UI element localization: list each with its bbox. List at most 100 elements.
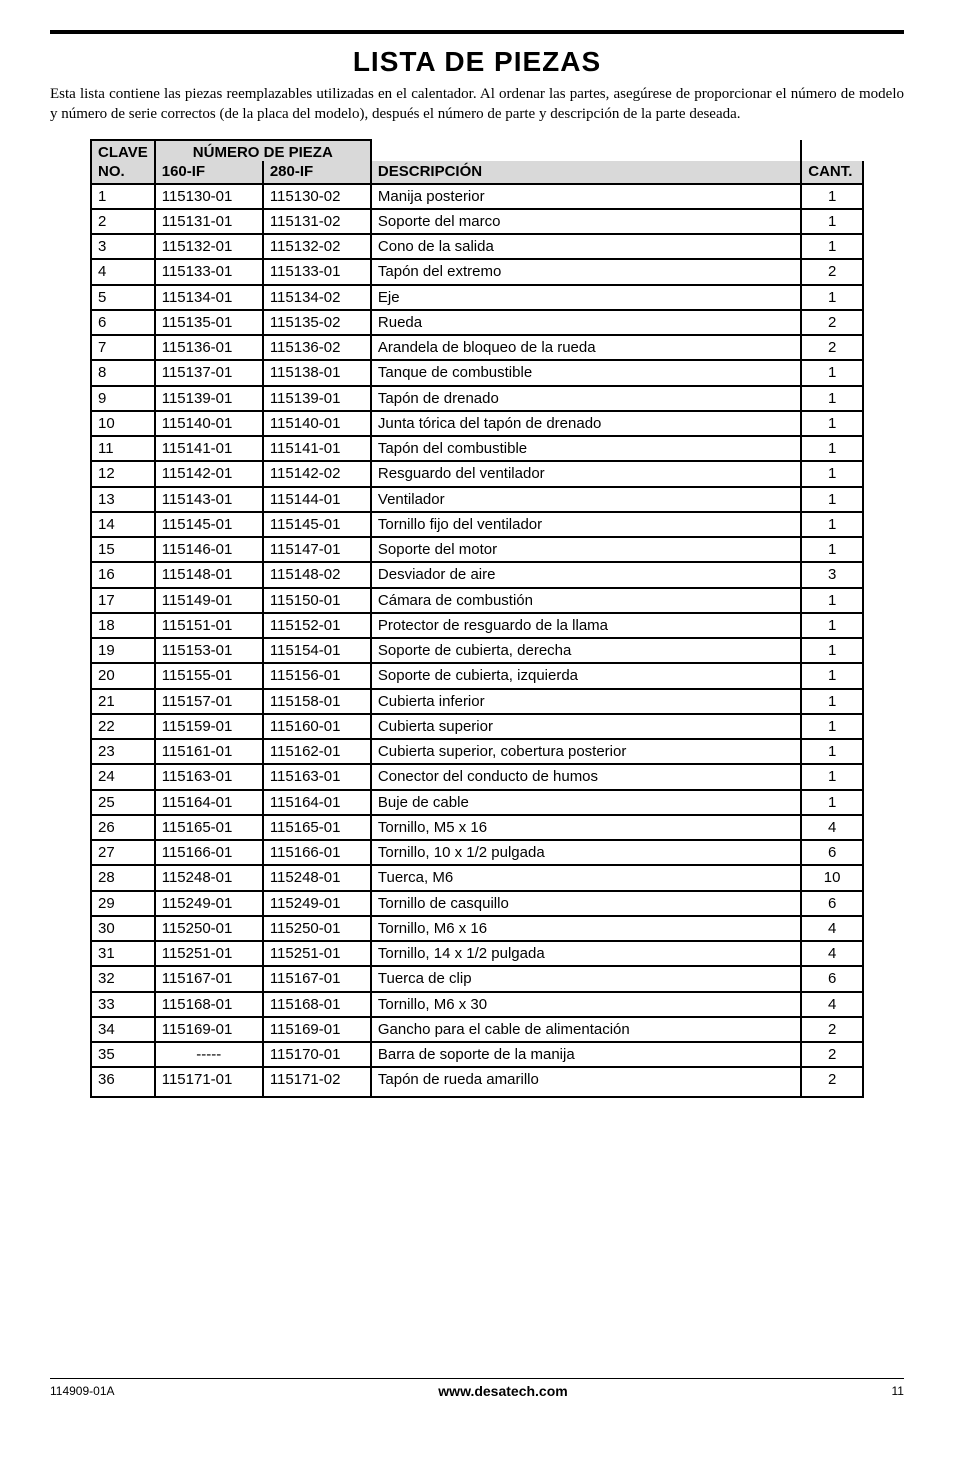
cell-p160: 115139-01 [155,386,263,411]
cell-desc: Eje [371,285,801,310]
cell-p160: 115140-01 [155,411,263,436]
cell-qty: 2 [801,310,863,335]
table-row: 36115171-01115171-02Tapón de rueda amari… [91,1067,863,1096]
table-row: 15115146-01115147-01Soporte del motor1 [91,537,863,562]
cell-p160: 115145-01 [155,512,263,537]
cell-desc: Soporte del motor [371,537,801,562]
cell-desc: Tornillo, 14 x 1/2 pulgada [371,941,801,966]
cell-no: 11 [91,436,155,461]
cell-no: 21 [91,689,155,714]
cell-qty: 1 [801,638,863,663]
cell-qty: 1 [801,537,863,562]
cell-no: 20 [91,663,155,688]
table-row: 12115142-01115142-02Resguardo del ventil… [91,461,863,486]
cell-no: 7 [91,335,155,360]
cell-p280: 115136-02 [263,335,371,360]
cell-desc: Tornillo fijo del ventilador [371,512,801,537]
cell-p280: 115147-01 [263,537,371,562]
cell-no: 1 [91,184,155,209]
cell-qty: 1 [801,663,863,688]
cell-qty: 1 [801,588,863,613]
cell-qty: 1 [801,285,863,310]
cell-desc: Tornillo, M6 x 16 [371,916,801,941]
cell-no: 13 [91,487,155,512]
cell-no: 5 [91,285,155,310]
cell-no: 34 [91,1017,155,1042]
cell-desc: Gancho para el cable de alimentación [371,1017,801,1042]
cell-p160: 115250-01 [155,916,263,941]
cell-p280: 115158-01 [263,689,371,714]
footer-center: www.desatech.com [438,1383,567,1399]
header-descripcion: DESCRIPCIÓN [371,161,801,184]
cell-qty: 6 [801,891,863,916]
cell-p280: 115130-02 [263,184,371,209]
cell-p160: 115153-01 [155,638,263,663]
cell-desc: Tuerca, M6 [371,865,801,890]
header-280if: 280-IF [263,161,371,184]
cell-qty: 2 [801,259,863,284]
cell-qty: 1 [801,436,863,461]
cell-p280: 115250-01 [263,916,371,941]
table-row: 10115140-01115140-01Junta tórica del tap… [91,411,863,436]
cell-desc: Cubierta superior [371,714,801,739]
table-row: 5115134-01115134-02Eje1 [91,285,863,310]
cell-qty: 1 [801,512,863,537]
table-row: 23115161-01115162-01Cubierta superior, c… [91,739,863,764]
cell-p280: 115251-01 [263,941,371,966]
cell-qty: 2 [801,335,863,360]
cell-desc: Conector del conducto de humos [371,764,801,789]
cell-p160: 115169-01 [155,1017,263,1042]
cell-desc: Tornillo, M6 x 30 [371,992,801,1017]
cell-p160: 115142-01 [155,461,263,486]
cell-p160: 115167-01 [155,966,263,991]
table-row: 6115135-01115135-02Rueda2 [91,310,863,335]
cell-p280: 115164-01 [263,790,371,815]
cell-p160: 115136-01 [155,335,263,360]
cell-desc: Junta tórica del tapón de drenado [371,411,801,436]
cell-p280: 115165-01 [263,815,371,840]
cell-p160: ----- [155,1042,263,1067]
cell-p280: 115162-01 [263,739,371,764]
cell-no: 22 [91,714,155,739]
cell-desc: Soporte de cubierta, derecha [371,638,801,663]
cell-desc: Arandela de bloqueo de la rueda [371,335,801,360]
cell-p280: 115150-01 [263,588,371,613]
cell-p280: 115169-01 [263,1017,371,1042]
cell-qty: 1 [801,386,863,411]
cell-no: 28 [91,865,155,890]
cell-no: 9 [91,386,155,411]
cell-no: 18 [91,613,155,638]
cell-p160: 115148-01 [155,562,263,587]
cell-p280: 115154-01 [263,638,371,663]
cell-no: 31 [91,941,155,966]
cell-p280: 115167-01 [263,966,371,991]
table-row: 19115153-01115154-01Soporte de cubierta,… [91,638,863,663]
cell-qty: 1 [801,613,863,638]
cell-p280: 115163-01 [263,764,371,789]
cell-no: 35 [91,1042,155,1067]
table-row: 14115145-01115145-01Tornillo fijo del ve… [91,512,863,537]
cell-p160: 115251-01 [155,941,263,966]
cell-p280: 115140-01 [263,411,371,436]
cell-no: 27 [91,840,155,865]
cell-p160: 115161-01 [155,739,263,764]
cell-p160: 115249-01 [155,891,263,916]
cell-no: 32 [91,966,155,991]
table-row: 28115248-01115248-01Tuerca, M610 [91,865,863,890]
cell-no: 8 [91,360,155,385]
cell-no: 36 [91,1067,155,1096]
table-row: 18115151-01115152-01Protector de resguar… [91,613,863,638]
table-row: 20115155-01115156-01Soporte de cubierta,… [91,663,863,688]
table-row: 3115132-01115132-02Cono de la salida1 [91,234,863,259]
cell-no: 23 [91,739,155,764]
cell-p160: 115248-01 [155,865,263,890]
cell-p160: 115159-01 [155,714,263,739]
cell-qty: 1 [801,360,863,385]
cell-qty: 1 [801,714,863,739]
cell-qty: 2 [801,1042,863,1067]
cell-p280: 115166-01 [263,840,371,865]
cell-no: 26 [91,815,155,840]
cell-desc: Desviador de aire [371,562,801,587]
cell-p280: 115249-01 [263,891,371,916]
cell-no: 12 [91,461,155,486]
